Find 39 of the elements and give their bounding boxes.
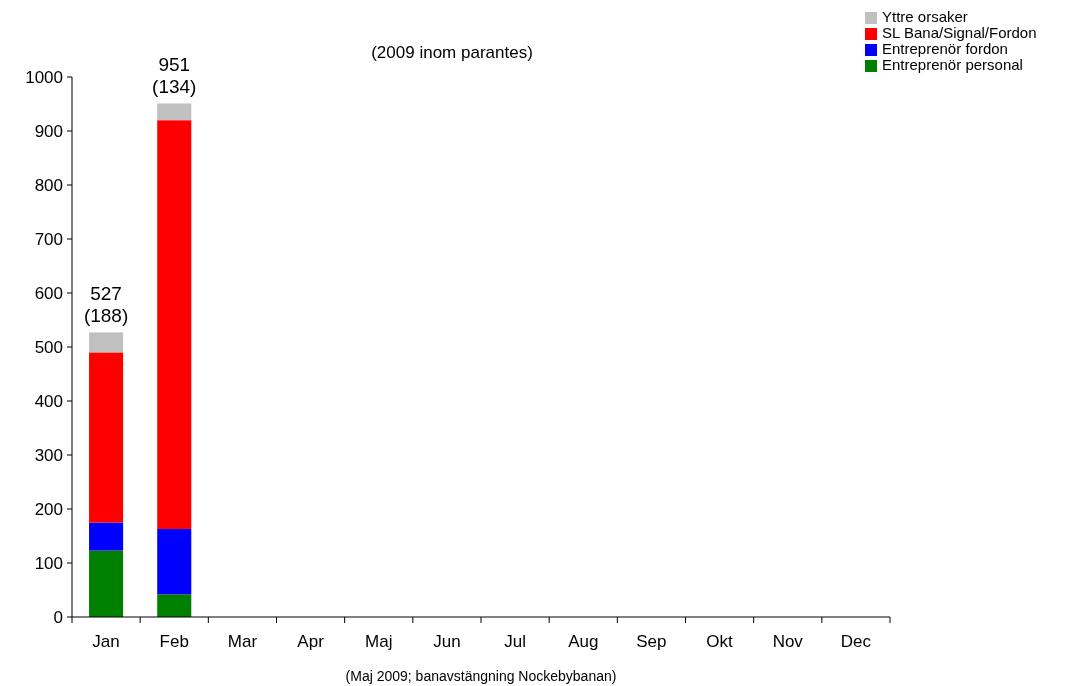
- y-tick-label: 1000: [25, 67, 63, 87]
- total-label: 527 (188): [83, 283, 129, 327]
- bar: [89, 522, 124, 551]
- x-tick-label: Jul: [504, 632, 526, 651]
- y-tick-label: 100: [34, 553, 63, 573]
- bar: [157, 103, 192, 121]
- x-tick-label: Apr: [297, 632, 325, 651]
- chart-title: (2009 inom parantes): [371, 43, 533, 62]
- legend-label: Entreprenör personal: [882, 56, 1023, 73]
- x-tick-label: Aug: [568, 632, 599, 651]
- bar: [157, 120, 192, 529]
- x-tick-label: Dec: [840, 632, 872, 651]
- x-tick-label: Jan: [92, 632, 120, 651]
- y-tick-label: 800: [34, 175, 63, 195]
- y-tick-label: 600: [34, 283, 63, 303]
- x-axis-title: (Maj 2009; banavstängning Nockebybanan): [345, 668, 617, 684]
- x-tick-label: Sep: [636, 632, 667, 651]
- y-tick-label: 300: [34, 445, 63, 465]
- legend-label: Yttre orsaker: [882, 8, 968, 25]
- x-tick-label: Mar: [227, 632, 258, 651]
- bar: [89, 332, 124, 353]
- bar: [89, 550, 124, 617]
- bar: [157, 528, 192, 595]
- legend-label: Entreprenör fordon: [882, 40, 1008, 57]
- y-tick-label: 900: [34, 121, 63, 141]
- x-tick-label: Maj: [365, 632, 393, 651]
- y-tick-label: 0: [53, 607, 63, 627]
- x-tick-label: Feb: [159, 632, 189, 651]
- legend-label: SL Bana/Signal/Fordon: [882, 24, 1037, 41]
- total-label: 951 (134): [152, 54, 197, 98]
- x-tick-label: Okt: [706, 632, 734, 651]
- y-tick-label: 200: [34, 499, 63, 519]
- y-tick-label: 500: [34, 337, 63, 357]
- x-tick-label: Jun: [433, 632, 461, 651]
- bar: [89, 352, 124, 523]
- y-tick-label: 400: [34, 391, 63, 411]
- y-tick-label: 700: [34, 229, 63, 249]
- bar: [157, 594, 192, 617]
- x-tick-label: Nov: [772, 632, 804, 651]
